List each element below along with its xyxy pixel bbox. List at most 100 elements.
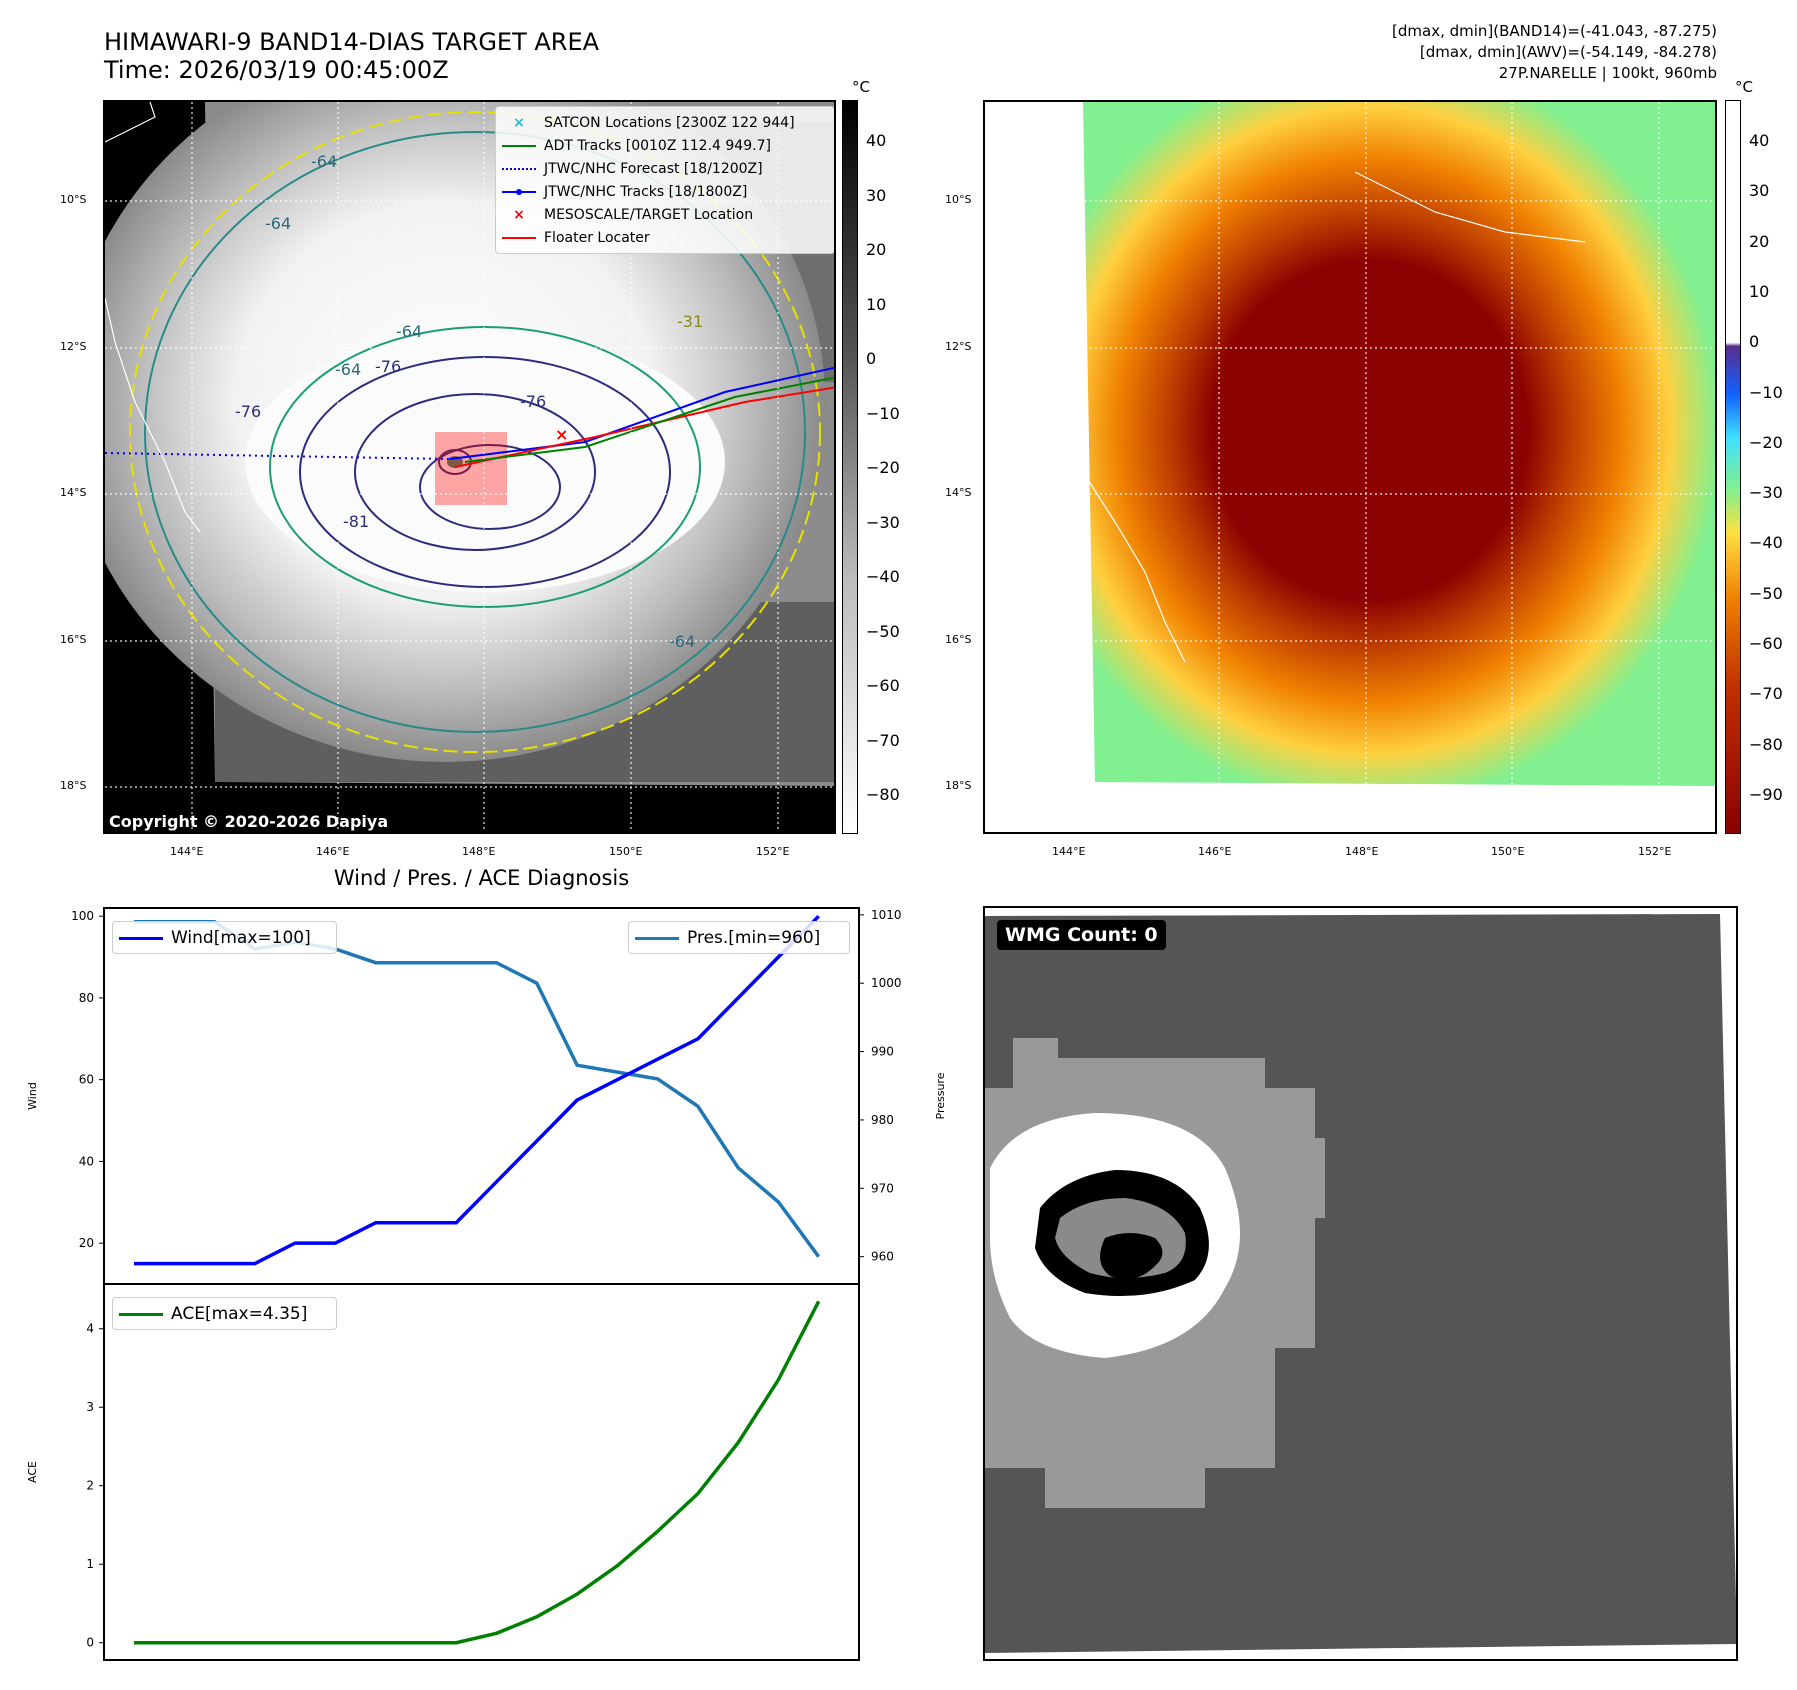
lon-label: 146°E xyxy=(1198,845,1232,858)
colorbar-tick-label: 40 xyxy=(1749,131,1770,150)
y-right-axis-label: Pressure xyxy=(934,1072,947,1119)
line-marker-icon xyxy=(119,932,163,944)
colorbar-tick-label: 0 xyxy=(1749,332,1760,352)
colorbar-tick-label: −20 xyxy=(866,458,900,477)
legend-label: MESOSCALE/TARGET Location xyxy=(544,206,754,223)
legend-label: JTWC/NHC Forecast [18/1200Z] xyxy=(544,160,763,177)
colorbar-tick-label: −40 xyxy=(866,567,900,586)
colorbar-tick-label: −50 xyxy=(866,621,900,641)
legend-item-pres: Pres.[min=960] xyxy=(635,926,843,949)
lon-label: 152°E xyxy=(756,845,790,858)
colorbar-tick-label: 20 xyxy=(1749,231,1770,251)
plot-frame xyxy=(103,907,860,1285)
copyright: Copyright © 2020-2026 Dapiya xyxy=(109,812,389,831)
awv-map-panel xyxy=(983,100,1717,834)
y-right-tick-label: 960 xyxy=(871,1250,894,1264)
wmg-count-label: WMG Count: 0 xyxy=(997,920,1166,950)
colorbar-tick-label: 10 xyxy=(1749,281,1770,301)
line-marker-icon xyxy=(119,1308,163,1320)
info-line3: 27P.NARELLE | 100kt, 960mb xyxy=(1498,64,1717,82)
lat-label: 18°S xyxy=(945,779,972,792)
contour-label: -64 xyxy=(669,632,696,651)
wind-legend: Wind[max=100] xyxy=(112,921,337,954)
colorbar-tick-label: 40 xyxy=(866,131,887,150)
wind-line xyxy=(134,914,820,1266)
y-tick-label: 20 xyxy=(79,1236,94,1250)
chart-title: Wind / Pres. / ACE Diagnosis xyxy=(333,866,630,890)
contour-label: -64 xyxy=(265,214,292,233)
pressure-line xyxy=(134,919,821,1258)
ir-map-image: × xyxy=(105,102,834,832)
legend-label: Pres.[min=960] xyxy=(687,927,821,948)
lat-label: 12°S xyxy=(60,340,87,353)
legend-label: JTWC/NHC Tracks [18/1800Z] xyxy=(544,183,748,200)
colorbar-tick-label: −10 xyxy=(866,403,900,423)
lat-label: 18°S xyxy=(60,779,87,792)
lon-label: 144°E xyxy=(1052,845,1086,858)
y-right-tick-label: 990 xyxy=(871,1045,894,1059)
dotted-line-icon xyxy=(502,163,536,175)
colorbar-tick-label: −70 xyxy=(866,730,900,750)
lon-label: 146°E xyxy=(316,845,350,858)
awv-map-image xyxy=(985,102,1715,832)
plot-frame xyxy=(103,1283,860,1661)
contour-label: -81 xyxy=(343,512,370,531)
info-line2: [dmax, dmin](AWV)=(-54.149, -84.278) xyxy=(1419,43,1717,61)
svg-text:×: × xyxy=(555,425,568,444)
y-tick-label: 1 xyxy=(86,1557,94,1571)
y-axis-label: Wind xyxy=(26,1082,39,1110)
colorbar-tick-label: 20 xyxy=(866,240,887,259)
colorbar-tick-label: −60 xyxy=(866,676,900,695)
lat-label: 14°S xyxy=(945,486,972,499)
awv-colorbar xyxy=(1725,100,1741,834)
contour-label: -64 xyxy=(396,322,423,341)
pres-legend: Pres.[min=960] xyxy=(628,921,850,954)
awv-colorbar-unit: °C xyxy=(1735,78,1753,96)
lon-label: 150°E xyxy=(1491,845,1525,858)
lat-label: 16°S xyxy=(60,633,87,646)
colorbar-tick-label: 10 xyxy=(866,294,887,314)
colorbar-tick-label: −70 xyxy=(1749,684,1783,704)
line-dot-icon xyxy=(502,186,536,198)
x-marker-icon: × xyxy=(513,114,525,131)
y-tick-label: 3 xyxy=(86,1400,94,1414)
lon-label: 148°E xyxy=(1345,845,1379,858)
y-right-tick-label: 1010 xyxy=(871,908,902,922)
ace-legend: ACE[max=4.35] xyxy=(112,1297,337,1330)
legend-item-wind: Wind[max=100] xyxy=(119,926,330,949)
ir-map-legend: × SATCON Locations [2300Z 122 944] ADT T… xyxy=(495,106,834,254)
colorbar-tick-label: −60 xyxy=(1749,634,1783,654)
panel1-title-line2: Time: 2026/03/19 00:45:00Z xyxy=(104,56,449,84)
line-marker-icon xyxy=(502,232,536,244)
colorbar-tick-label: −20 xyxy=(1749,432,1783,452)
legend-item-ace: ACE[max=4.35] xyxy=(119,1302,330,1325)
y-right-tick-label: 980 xyxy=(871,1113,894,1127)
legend-label: SATCON Locations [2300Z 122 944] xyxy=(544,114,795,131)
legend-item-forecast: JTWC/NHC Forecast [18/1200Z] xyxy=(502,157,828,180)
lat-label: 16°S xyxy=(945,633,972,646)
contour-label: -31 xyxy=(677,312,704,331)
colorbar-tick-label: −30 xyxy=(866,512,900,532)
panel1-title-line1: HIMAWARI-9 BAND14-DIAS TARGET AREA xyxy=(104,28,600,56)
colorbar-tick-label: −10 xyxy=(1749,382,1783,402)
colorbar-tick-label: −50 xyxy=(1749,583,1783,603)
colorbar-tick-label: −80 xyxy=(866,785,900,804)
lon-label: 148°E xyxy=(462,845,496,858)
wmg-panel: WMG Count: 0 xyxy=(983,906,1738,1661)
colorbar-tick-label: 0 xyxy=(866,349,877,368)
colorbar-tick-label: −30 xyxy=(1749,483,1783,503)
line-marker-icon xyxy=(502,140,536,152)
y-tick-label: 0 xyxy=(86,1636,94,1650)
y-tick-label: 100 xyxy=(71,909,94,923)
wmg-image xyxy=(985,914,1736,1653)
lat-label: 10°S xyxy=(60,193,87,206)
lon-label: 150°E xyxy=(609,845,643,858)
legend-label: ADT Tracks [0010Z 112.4 949.7] xyxy=(544,137,771,154)
colorbar-tick-label: 30 xyxy=(866,185,887,205)
colorbar-tick-label: −80 xyxy=(1749,734,1783,754)
lon-label: 144°E xyxy=(170,845,204,858)
y-right-tick-label: 1000 xyxy=(871,976,902,990)
colorbar-tick-label: −40 xyxy=(1749,533,1783,553)
ir-colorbar xyxy=(842,100,858,834)
y-axis-label: ACE xyxy=(26,1461,39,1483)
